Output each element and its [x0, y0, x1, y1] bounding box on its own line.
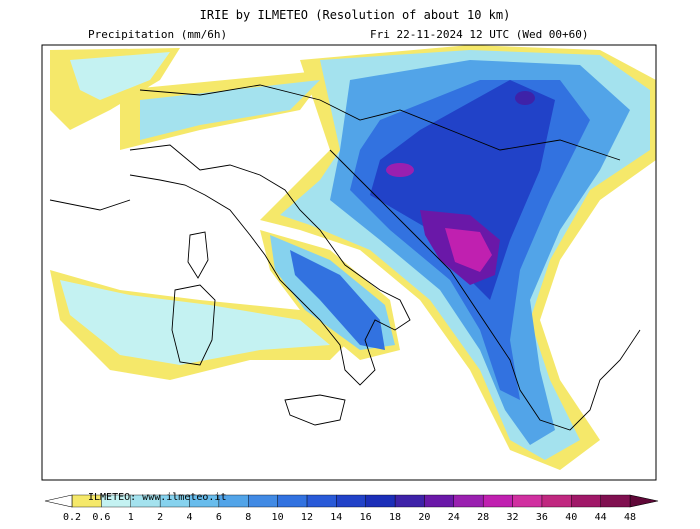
colorbar-segment — [453, 494, 484, 508]
colorbar-tick-label: 0.6 — [92, 512, 110, 523]
colorbar-tick-label: 40 — [565, 512, 577, 523]
colorbar-segment — [306, 494, 337, 508]
title: IRIE by ILMETEO (Resolution of about 10 … — [200, 8, 511, 22]
colorbar-segment — [600, 494, 631, 508]
colorbar-segment — [541, 494, 572, 508]
colorbar-tick-label: 14 — [330, 512, 342, 523]
valid-time: Fri 22-11-2024 12 UTC (Wed 00+60) — [370, 28, 589, 41]
colorbar-tick-label: 16 — [360, 512, 372, 523]
colorbar-segment — [336, 494, 366, 508]
colorbar-tick-label: 0.2 — [63, 512, 81, 523]
colorbar-segment — [512, 494, 543, 508]
colorbar-tick-label: 2 — [157, 512, 163, 523]
colorbar-tick-label: 28 — [477, 512, 489, 523]
colorbar-segment — [394, 494, 425, 508]
coastlines — [49, 84, 641, 431]
colorbar-segment — [482, 494, 513, 508]
watermark: ILMETEO: www.ilmeteo.it — [88, 492, 226, 503]
colorbar-segment — [277, 494, 308, 508]
map — [41, 44, 657, 481]
colorbar-tick-label: 32 — [507, 512, 519, 523]
colorbar-tick-label: 36 — [536, 512, 548, 523]
colorbar-tick-label: 10 — [272, 512, 284, 523]
colorbar-tick-label: 20 — [418, 512, 430, 523]
colorbar-segment — [365, 494, 396, 508]
colorbar-segment — [571, 494, 601, 508]
colorbar: ILMETEO: www.ilmeteo.it 0.2 0.6 1 2 4 6 8 10 12 1… — [44, 492, 659, 523]
colorbar-segment — [248, 494, 278, 508]
colorbar-tick-label: 4 — [186, 512, 192, 523]
colorbar-tick-label: 44 — [595, 512, 607, 523]
colorbar-tick-label: 8 — [245, 512, 251, 523]
colorbar-tick-label: 18 — [389, 512, 401, 523]
colorbar-tick-label: 1 — [128, 512, 134, 523]
variable-label: Precipitation (mm/6h) — [88, 28, 227, 41]
colorbar-tick-label: 24 — [448, 512, 460, 523]
precipitation-field — [50, 45, 656, 470]
colorbar-tick-label: 12 — [301, 512, 313, 523]
colorbar-tick-label: 48 — [624, 512, 636, 523]
colorbar-tick-label: 6 — [216, 512, 222, 523]
colorbar-segment — [424, 494, 454, 508]
map-frame — [41, 44, 657, 481]
colorbar-arrow-low — [44, 494, 73, 508]
colorbar-arrow-high — [629, 494, 659, 508]
